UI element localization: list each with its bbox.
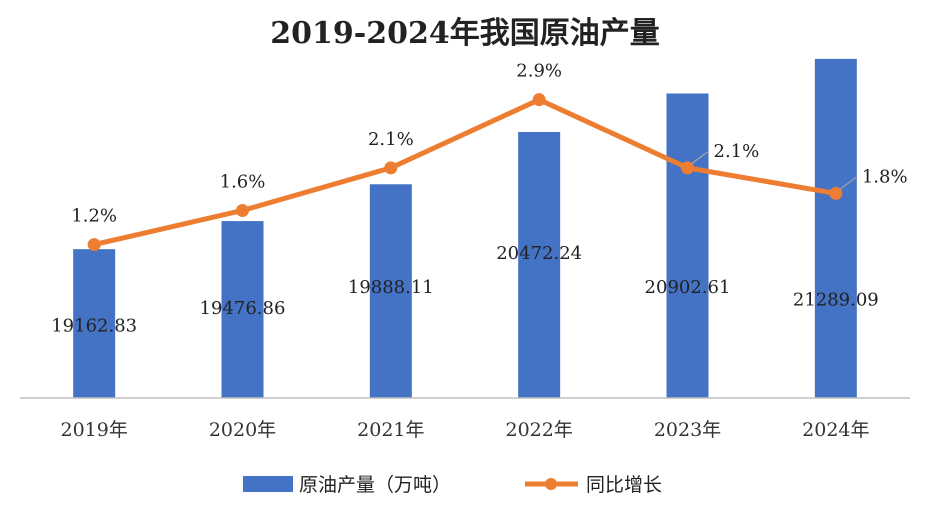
x-tick-label-3: 2022年 — [505, 419, 572, 441]
legend-bar-swatch — [243, 476, 293, 492]
x-tick-label-5: 2024年 — [802, 419, 869, 441]
growth-point-0 — [87, 238, 101, 252]
bar-value-label-4: 20902.61 — [645, 277, 731, 298]
growth-leader-4 — [691, 151, 708, 165]
growth-label-0: 1.2% — [71, 206, 117, 227]
growth-point-1 — [236, 203, 249, 217]
bar-value-label-3: 20472.24 — [496, 243, 582, 264]
growth-line — [93, 97, 837, 248]
bar-series — [73, 58, 857, 399]
bar-value-label-0: 19162.83 — [51, 315, 137, 336]
x-axis-ticks: 2019年 2020年 2021年 2022年 2023年 2024年 — [60, 419, 869, 441]
bar-4 — [666, 93, 709, 399]
growth-label-2: 2.1% — [368, 129, 414, 150]
legend-bar-label: 原油产量（万吨） — [299, 474, 451, 496]
bar-0 — [73, 249, 116, 398]
growth-point-2 — [384, 161, 398, 175]
bar-value-label-2: 19888.11 — [348, 277, 434, 298]
legend-line-marker — [545, 478, 557, 490]
growth-label-1: 1.6% — [220, 171, 266, 192]
bar-3 — [518, 131, 561, 399]
legend: 原油产量（万吨） 同比增长 — [243, 474, 662, 496]
bar-2 — [369, 184, 412, 398]
growth-point-5 — [829, 186, 843, 200]
chart-title: 2019-2024年我国原油产量 — [270, 16, 660, 51]
x-tick-label-4: 2023年 — [654, 419, 721, 441]
bar-1 — [221, 221, 264, 398]
bar-5 — [814, 58, 857, 399]
bar-value-label-5: 21289.09 — [793, 290, 879, 311]
x-tick-label-2: 2021年 — [357, 419, 424, 441]
bar-value-label-1: 19476.86 — [200, 298, 286, 319]
growth-line-series — [87, 93, 843, 252]
growth-label-4: 2.1% — [714, 141, 760, 162]
growth-leader-5 — [839, 176, 857, 190]
growth-point-3 — [532, 93, 546, 107]
growth-label-5: 1.8% — [862, 166, 908, 187]
x-tick-label-1: 2020年 — [209, 419, 276, 441]
growth-point-4 — [681, 161, 694, 175]
legend-line-label: 同比增长 — [586, 474, 662, 496]
growth-label-3: 2.9% — [516, 61, 562, 82]
x-tick-label-0: 2019年 — [60, 419, 127, 441]
data-labels: 19162.83 19476.86 19888.11 20472.24 20902.61… — [51, 61, 907, 337]
